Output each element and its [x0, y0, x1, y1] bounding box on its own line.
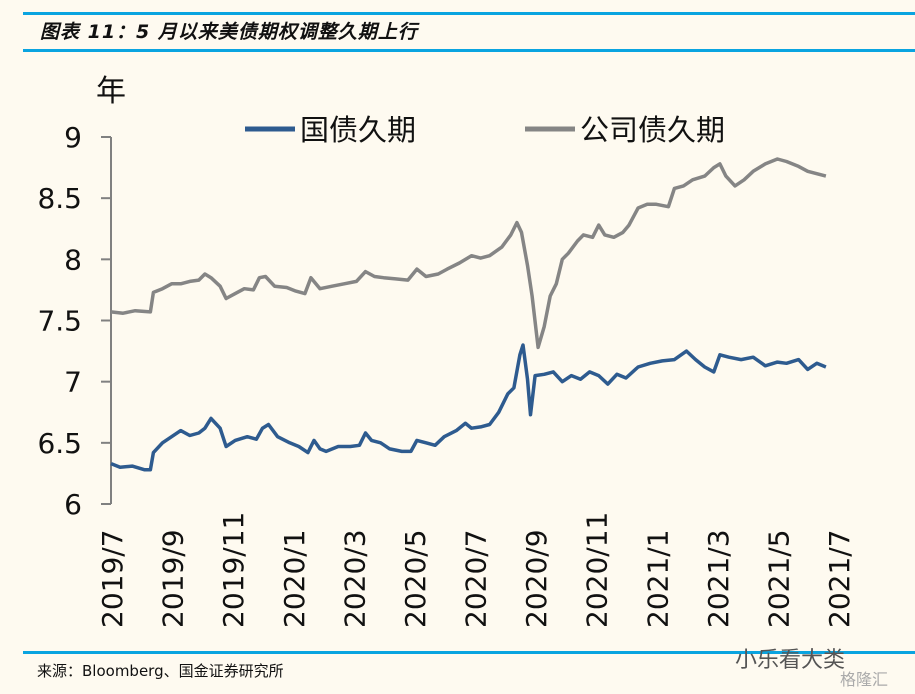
- x-tick-label: 2020/9: [520, 529, 553, 628]
- x-tick-label: 2019/11: [217, 512, 250, 628]
- legend: 国债久期 公司债久期: [245, 113, 725, 147]
- y-tick-label: 6: [64, 488, 82, 521]
- y-tick-label: 8: [64, 243, 82, 276]
- y-tick-label: 7.5: [37, 305, 82, 338]
- title-top-rule: [23, 12, 915, 15]
- y-tick-label: 8.5: [37, 182, 82, 215]
- gelonghui-watermark: 格隆汇: [840, 670, 889, 689]
- source-note: 来源：Bloomberg、国金证券研究所: [37, 662, 284, 680]
- y-tick-label: 6.5: [37, 427, 82, 460]
- legend-label-treasury: 国债久期: [300, 113, 416, 147]
- series-line-treasury: [110, 343, 827, 472]
- y-axis: 6 6.5 7 7.5 8 8.5 9: [37, 121, 112, 521]
- chart-title: 图表 11：5 月以来美债期权调整久期上行: [40, 21, 418, 43]
- legend-label-corporate: 公司债久期: [580, 113, 725, 147]
- x-tick-label: 2021/7: [823, 529, 856, 628]
- x-tick-label: 2021/1: [641, 529, 674, 628]
- x-tick-label: 2019/9: [157, 529, 190, 628]
- x-tick-label: 2020/5: [399, 529, 432, 628]
- series-line-corporate: [110, 157, 827, 350]
- x-axis-tick-labels: 2019/7 2019/9 2019/11 2020/1 2020/3 2020/5 202…: [96, 512, 856, 628]
- y-tick-label: 7: [64, 366, 82, 399]
- x-tick-label: 2020/1: [278, 529, 311, 628]
- footer-rule: [23, 651, 915, 654]
- title-bottom-rule: [23, 49, 915, 52]
- x-tick-label: 2020/3: [338, 529, 371, 628]
- y-axis-label: 年: [96, 74, 126, 109]
- wechat-watermark: 小乐看大类: [735, 648, 846, 673]
- x-tick-label: 2019/7: [96, 529, 129, 628]
- x-tick-label: 2021/3: [702, 529, 735, 628]
- line-chart: 年 6 6.5 7 7.5 8 8.5 9 2019/7 2019/9 2019/11 2020/…: [37, 74, 856, 628]
- series-lines: [110, 157, 827, 472]
- x-tick-label: 2021/5: [762, 529, 795, 628]
- y-tick-label: 9: [64, 121, 82, 154]
- x-tick-label: 2020/7: [460, 529, 493, 628]
- x-tick-label: 2020/11: [581, 512, 614, 628]
